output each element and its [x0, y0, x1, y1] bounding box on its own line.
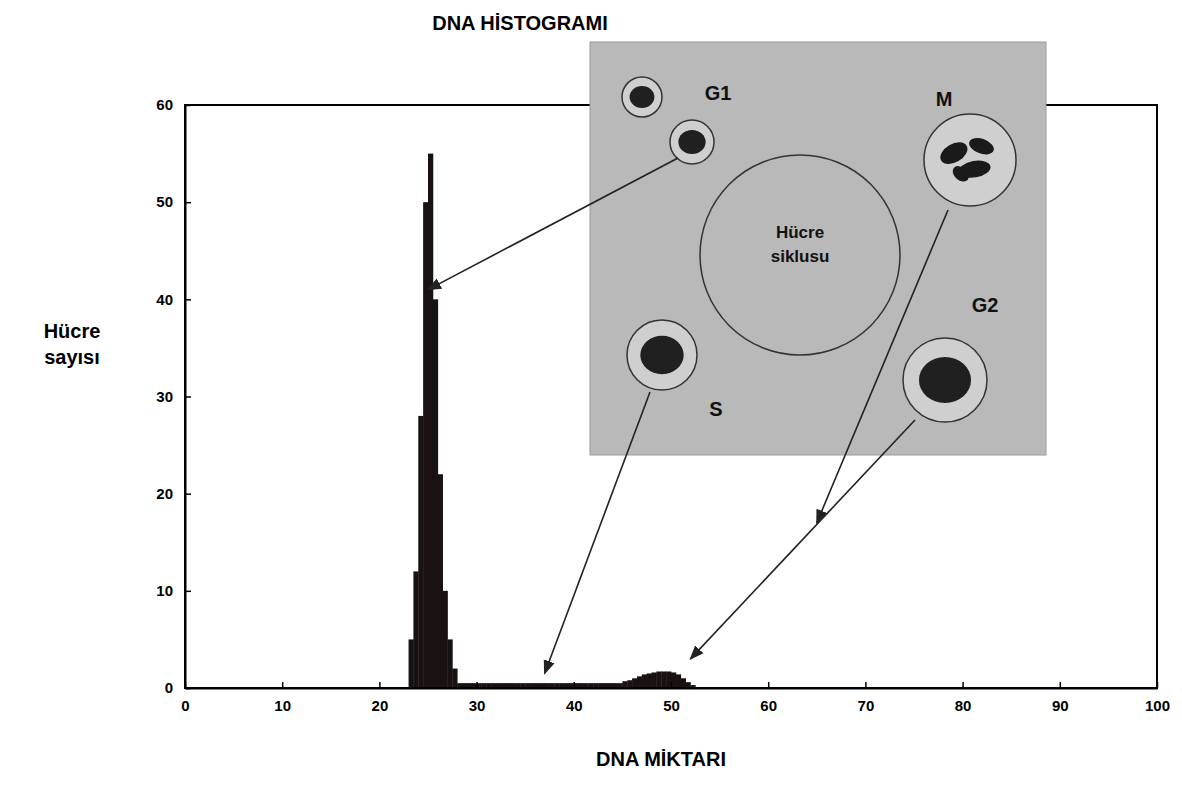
bar [652, 672, 657, 688]
bar [642, 674, 647, 688]
tick-label: 50 [156, 193, 173, 210]
bar [438, 474, 443, 688]
tick: 20 [372, 682, 389, 714]
phase-label: S [709, 398, 722, 420]
chart: 0 10 20 30 40 50 60 70 80 90 100 0 10 20 30 40 50 60 DNA H… [0, 0, 1182, 795]
tick-label: 30 [156, 388, 173, 405]
bar [647, 673, 652, 688]
tick-label: 50 [663, 697, 680, 714]
tick: 30 [469, 682, 486, 714]
chart-title: DNA HİSTOGRAMI [432, 12, 608, 34]
tick-label: 60 [760, 697, 777, 714]
g2-cell [903, 338, 987, 422]
g1-cell [622, 77, 662, 117]
cycle-label: Hücresiklusu [771, 223, 830, 266]
tick: 40 [566, 682, 583, 714]
cell-nucleus [630, 86, 655, 108]
tick-label: 0 [181, 697, 189, 714]
bar [666, 671, 671, 688]
cell-nucleus [678, 130, 705, 154]
m-cell [924, 114, 1016, 206]
tick: 80 [955, 682, 972, 714]
bar [681, 678, 686, 688]
annotation-arrow [817, 210, 948, 523]
phase-label: G2 [972, 294, 999, 316]
bar [637, 676, 642, 688]
cell-membrane [903, 338, 987, 422]
cycle-circle [700, 155, 900, 355]
annotation-arrow [428, 158, 678, 290]
tick-label: 10 [274, 697, 291, 714]
x-axis-title: DNA MİKTARI [596, 748, 726, 770]
tick: 50 [663, 682, 680, 714]
phase-label: M [936, 88, 953, 110]
bar [452, 669, 457, 688]
s-cell [627, 320, 697, 390]
bar [671, 672, 676, 688]
tick-label: 30 [469, 697, 486, 714]
bar [447, 639, 452, 688]
tick-label: 80 [955, 697, 972, 714]
tick-label: 10 [156, 582, 173, 599]
tick-label: 40 [156, 291, 173, 308]
chromosome [950, 163, 972, 185]
tick-label: 20 [156, 485, 173, 502]
tick-label: 40 [566, 697, 583, 714]
tick: 10 [274, 682, 291, 714]
g1-cell [670, 120, 714, 164]
annotation-arrow [690, 420, 915, 659]
bar [656, 671, 661, 688]
x-axis: 0 10 20 30 40 50 60 70 80 90 100 [181, 682, 1170, 714]
bar [676, 674, 681, 688]
tick-label: 0 [165, 679, 173, 696]
cell-membrane [627, 320, 697, 390]
annotation-arrows [428, 158, 948, 673]
cell-membrane [622, 77, 662, 117]
inset-background [590, 42, 1046, 455]
tick-label: 90 [1052, 697, 1069, 714]
bar [418, 416, 423, 688]
bar [413, 571, 418, 688]
bar [632, 678, 637, 688]
tick-label: 70 [858, 697, 875, 714]
tick-label: 20 [372, 697, 389, 714]
cell-membrane [924, 114, 1016, 206]
y-axis-title: Hücresayısı [44, 320, 101, 368]
cell-membrane [670, 120, 714, 164]
bar [433, 299, 438, 688]
bar [627, 680, 632, 688]
bar [661, 671, 666, 688]
bar [409, 639, 414, 688]
tick: 70 [858, 682, 875, 714]
bar [428, 154, 433, 688]
chromosome [967, 135, 996, 158]
inset: Hücresiklusu G1 M G2 S [590, 42, 1046, 455]
bar [423, 202, 428, 688]
tick-label: 100 [1145, 697, 1170, 714]
cell-nucleus [640, 336, 683, 375]
cell-nucleus [919, 357, 971, 403]
bar [622, 681, 627, 688]
bar [443, 591, 448, 688]
annotation-arrow [545, 392, 650, 673]
tick-label: 60 [156, 96, 173, 113]
tick: 60 [760, 682, 777, 714]
tick: 90 [1052, 682, 1069, 714]
phase-label: G1 [705, 82, 732, 104]
